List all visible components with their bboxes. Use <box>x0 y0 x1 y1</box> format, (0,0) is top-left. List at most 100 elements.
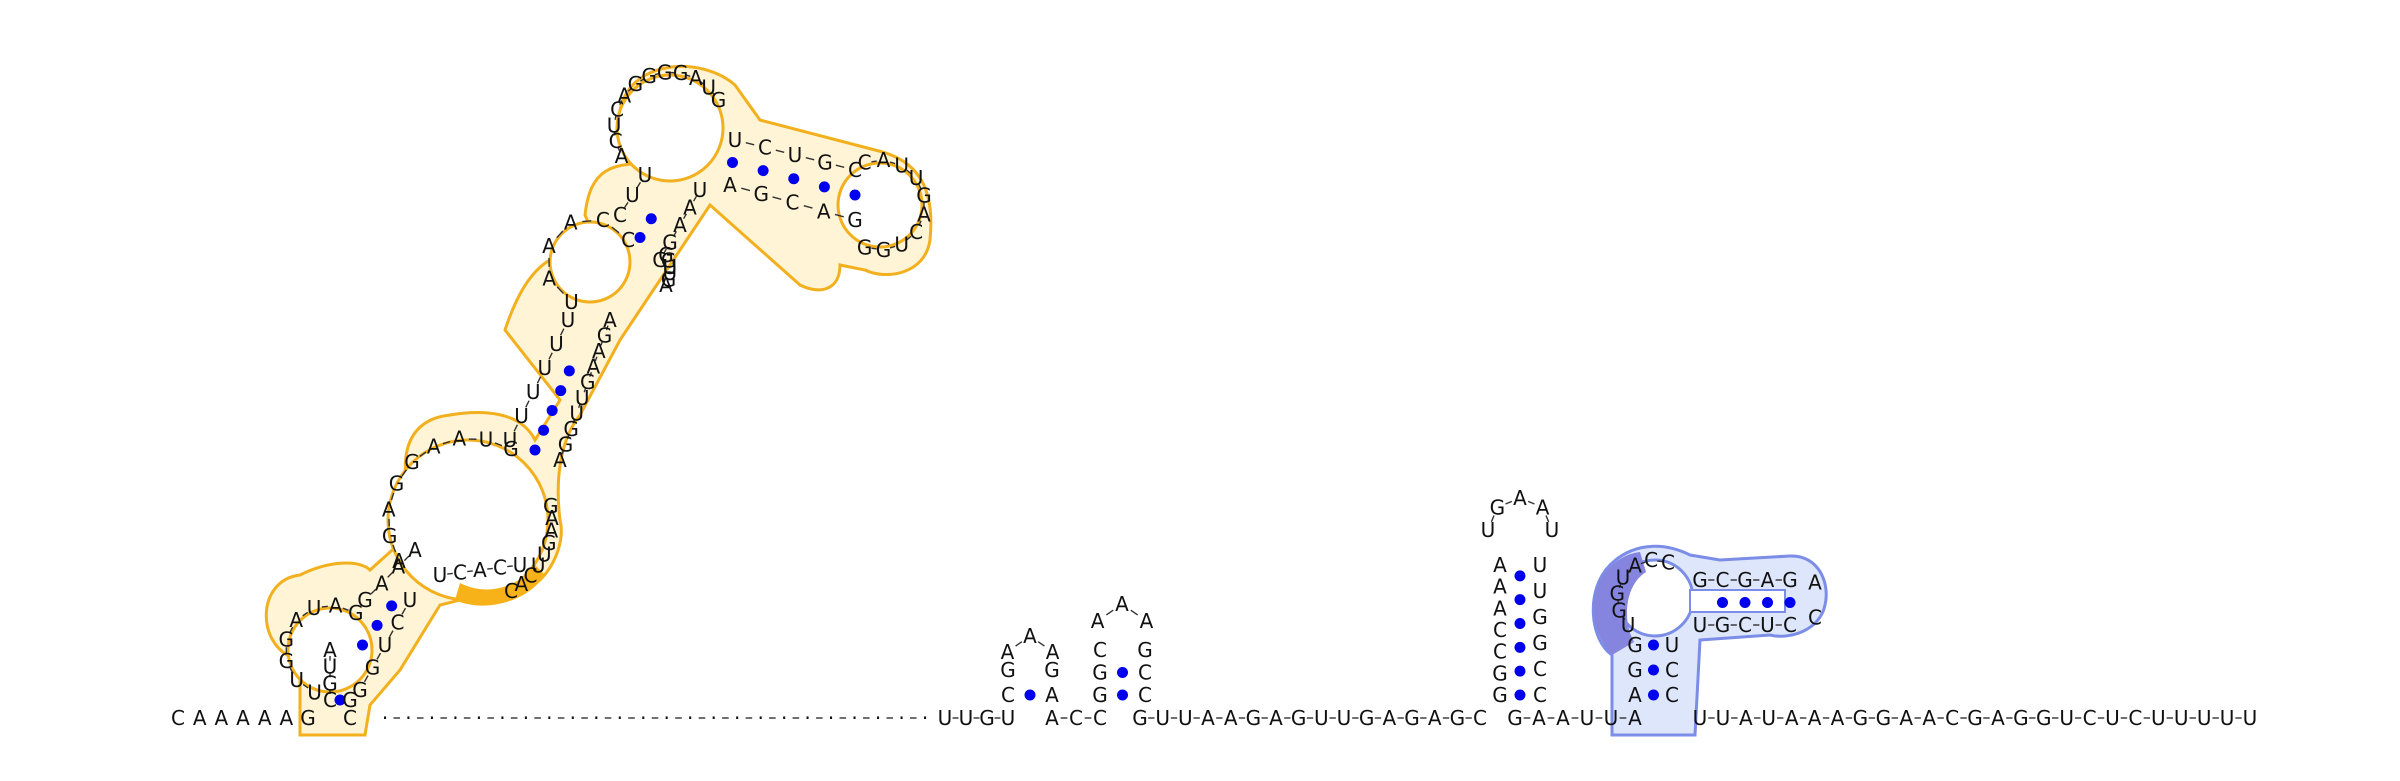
backbone-bond <box>582 220 592 223</box>
backbone-bonds <box>285 71 2242 719</box>
nucleotide-G: G <box>658 243 674 267</box>
nucleotide-C: C <box>1783 613 1797 637</box>
nucleotide-A: A <box>329 593 343 617</box>
backbone-bond <box>302 683 309 689</box>
nucleotide-U: U <box>663 261 678 285</box>
nucleotide-C: C <box>1069 706 1083 730</box>
nucleotide-G: G <box>382 524 398 548</box>
nucleotide-U: U <box>2105 706 2120 730</box>
nucleotide-C: C <box>596 208 610 232</box>
highlight-strong-segment <box>455 565 545 606</box>
base-pair-dot <box>1762 597 1773 608</box>
nucleotide-G: G <box>641 64 657 88</box>
nucleotide-U: U <box>638 163 653 187</box>
nucleotide-G: G <box>279 649 295 673</box>
backbone-bond <box>1130 609 1139 616</box>
nucleotide-G: G <box>1291 706 1307 730</box>
nucleotide-·: · <box>570 706 576 730</box>
backbone-bond <box>918 220 922 226</box>
nucleotide-U: U <box>307 596 322 620</box>
backbone-bond <box>1037 641 1045 647</box>
nucleotide-C: C <box>1093 706 1107 730</box>
backbone-bond <box>636 181 642 189</box>
nucleotide-A: A <box>473 558 487 582</box>
nucleotide-A: A <box>289 608 303 632</box>
nucleotide-A: A <box>877 148 891 172</box>
nucleotide-U: U <box>564 290 579 314</box>
backbone-bond <box>561 449 565 455</box>
nucleotide-C: C <box>1644 548 1658 572</box>
nucleotide-A: A <box>1023 624 1037 648</box>
base-pair-dot <box>1514 689 1526 701</box>
nucleotide-U: U <box>2059 706 2074 730</box>
nucleotide-C: C <box>523 563 537 587</box>
nucleotide-A: A <box>1556 706 1570 730</box>
nucleotide-A: A <box>1513 486 1527 510</box>
nucleotide-C: C <box>1945 706 1959 730</box>
nucleotide-C: C <box>1665 658 1679 682</box>
base-pair-dot <box>334 694 346 706</box>
nucleotide-·: · <box>523 706 529 730</box>
backbone-bond <box>401 469 407 477</box>
nucleotide-G: G <box>1611 598 1627 622</box>
nucleotide-C: C <box>343 706 357 730</box>
backbone-bond <box>594 356 598 362</box>
nucleotide-C: C <box>858 151 872 175</box>
base-pair-dot <box>727 157 738 168</box>
nucleotide-A: A <box>817 199 831 223</box>
backbone-bond <box>302 611 309 617</box>
base-pair-dot <box>757 165 769 177</box>
nucleotide-A: A <box>514 572 528 596</box>
nucleotide-A: A <box>545 506 559 530</box>
nucleotide-U: U <box>1665 633 1680 657</box>
nucleotide-U: U <box>1616 566 1631 590</box>
base-pair-dot <box>555 385 567 397</box>
nucleotide-U: U <box>503 428 518 452</box>
nucleotide-C: C <box>2128 706 2142 730</box>
nucleotide-U: U <box>1337 706 1352 730</box>
nucleotide-G: G <box>857 235 873 259</box>
nucleotide-U: U <box>1621 613 1636 637</box>
nucleotide-U: U <box>894 232 909 256</box>
nucleotide-G: G <box>1692 568 1708 592</box>
nucleotide-G: G <box>1092 683 1108 707</box>
nucleotide-A: A <box>659 273 673 297</box>
backbone-bond <box>401 607 407 615</box>
nucleotide-A: A <box>553 448 567 472</box>
nucleotide-A: A <box>1991 706 2005 730</box>
nucleotide-C: C <box>1473 706 1487 730</box>
backbone-bond <box>1618 583 1622 589</box>
nucleotide-C: C <box>1138 661 1152 685</box>
backbone-bond <box>583 387 587 393</box>
nucleotide-·: · <box>898 706 904 730</box>
nucleotide-·: · <box>405 706 411 730</box>
nucleotide-C: C <box>1661 550 1675 574</box>
backbone-bond <box>623 201 629 209</box>
nucleotide-G: G <box>503 437 519 461</box>
nucleotide-A: A <box>615 144 629 168</box>
backbone-bond <box>682 213 688 220</box>
nucleotide-·: · <box>922 706 928 730</box>
nucleotide-G: G <box>1137 638 1153 662</box>
nucleotide-U: U <box>569 401 584 425</box>
nucleotide-G: G <box>1610 582 1626 606</box>
nucleotide-U: U <box>894 154 909 178</box>
nucleotide-A: A <box>408 538 422 562</box>
nucleotide-A: A <box>544 519 558 543</box>
base-pair-dot <box>1117 689 1128 701</box>
nucleotide-·: · <box>499 706 505 730</box>
nucleotide-U: U <box>1481 518 1496 542</box>
nucleotide-A: A <box>1269 706 1283 730</box>
backbone-bond <box>600 340 604 346</box>
nucleotide-·: · <box>781 706 787 730</box>
nucleotide-A: A <box>1808 706 1822 730</box>
nucleotide-U: U <box>701 75 716 99</box>
nucleotide-·: · <box>875 706 881 730</box>
nucleotide-G: G <box>657 60 673 84</box>
nucleotide-G: G <box>1359 706 1375 730</box>
nucleotide-C: C <box>323 688 337 712</box>
nucleotide-G: G <box>1492 661 1508 685</box>
nucleotide-A: A <box>1045 683 1059 707</box>
backbone-bond <box>536 376 542 384</box>
backbone-bond <box>1626 569 1632 574</box>
